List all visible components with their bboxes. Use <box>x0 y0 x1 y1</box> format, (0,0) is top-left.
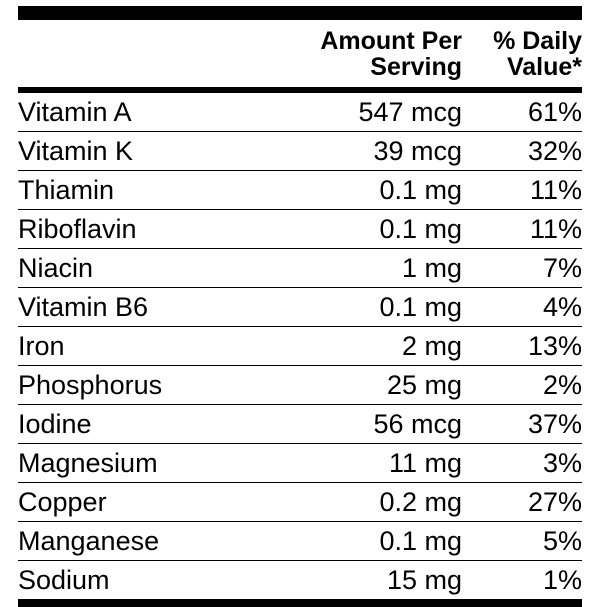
cell-amount: 0.1 mg <box>242 526 462 557</box>
table-row: Manganese0.1 mg5% <box>18 522 582 561</box>
cell-nutrient-name: Manganese <box>18 526 242 557</box>
cell-amount: 547 mcg <box>242 97 462 128</box>
table-row: Iron2 mg13% <box>18 327 582 366</box>
cell-nutrient-name: Phosphorus <box>18 370 242 401</box>
cell-nutrient-name: Riboflavin <box>18 214 242 245</box>
table-row: Iodine56 mcg37% <box>18 405 582 444</box>
cell-amount: 0.1 mg <box>242 292 462 323</box>
header-dv-line2: Value* <box>507 53 582 81</box>
cell-daily-value: 4% <box>462 292 582 323</box>
table-header-row: Amount Per Serving % Daily Value* <box>18 20 582 93</box>
cell-daily-value: 1% <box>462 565 582 596</box>
table-row: Vitamin K39 mcg32% <box>18 132 582 171</box>
cell-nutrient-name: Iodine <box>18 409 242 440</box>
table-row: Sodium15 mg1% <box>18 561 582 599</box>
cell-amount: 11 mg <box>242 448 462 479</box>
header-dv: % Daily Value* <box>462 28 582 81</box>
cell-nutrient-name: Niacin <box>18 253 242 284</box>
cell-nutrient-name: Sodium <box>18 565 242 596</box>
cell-nutrient-name: Vitamin B6 <box>18 292 242 323</box>
cell-amount: 0.2 mg <box>242 487 462 518</box>
cell-daily-value: 2% <box>462 370 582 401</box>
cell-nutrient-name: Vitamin A <box>18 97 242 128</box>
table-row: Thiamin0.1 mg11% <box>18 171 582 210</box>
cell-amount: 39 mcg <box>242 136 462 167</box>
cell-daily-value: 13% <box>462 331 582 362</box>
table-row: Vitamin A547 mcg61% <box>18 93 582 132</box>
cell-nutrient-name: Vitamin K <box>18 136 242 167</box>
header-amount-line2: Serving <box>370 53 462 81</box>
cell-daily-value: 7% <box>462 253 582 284</box>
cell-amount: 2 mg <box>242 331 462 362</box>
cell-daily-value: 3% <box>462 448 582 479</box>
header-amount-line1: Amount Per <box>320 27 462 55</box>
table-row: Copper0.2 mg27% <box>18 483 582 522</box>
table-row: Niacin1 mg7% <box>18 249 582 288</box>
table-row: Magnesium11 mg3% <box>18 444 582 483</box>
cell-amount: 56 mcg <box>242 409 462 440</box>
table-body: Vitamin A547 mcg61%Vitamin K39 mcg32%Thi… <box>18 93 582 599</box>
cell-nutrient-name: Copper <box>18 487 242 518</box>
cell-daily-value: 32% <box>462 136 582 167</box>
header-dv-line1: % Daily <box>493 27 582 55</box>
cell-nutrient-name: Thiamin <box>18 175 242 206</box>
cell-nutrient-name: Iron <box>18 331 242 362</box>
cell-daily-value: 27% <box>462 487 582 518</box>
table-row: Vitamin B60.1 mg4% <box>18 288 582 327</box>
cell-amount: 1 mg <box>242 253 462 284</box>
cell-daily-value: 37% <box>462 409 582 440</box>
nutrition-facts-panel: Amount Per Serving % Daily Value* Vitami… <box>0 6 600 607</box>
cell-amount: 25 mg <box>242 370 462 401</box>
cell-daily-value: 11% <box>462 175 582 206</box>
cell-daily-value: 5% <box>462 526 582 557</box>
cell-daily-value: 61% <box>462 97 582 128</box>
cell-nutrient-name: Magnesium <box>18 448 242 479</box>
header-amount: Amount Per Serving <box>242 28 462 81</box>
table-row: Riboflavin0.1 mg11% <box>18 210 582 249</box>
cell-amount: 0.1 mg <box>242 214 462 245</box>
cell-daily-value: 11% <box>462 214 582 245</box>
cell-amount: 0.1 mg <box>242 175 462 206</box>
top-rule <box>18 6 582 20</box>
cell-amount: 15 mg <box>242 565 462 596</box>
table-row: Phosphorus25 mg2% <box>18 366 582 405</box>
